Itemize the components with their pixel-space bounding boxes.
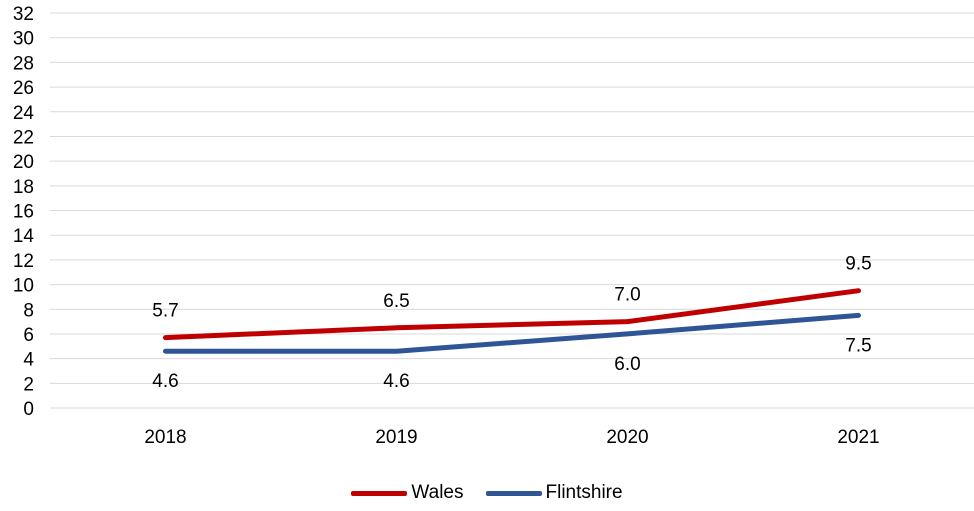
x-tick-label: 2021 — [837, 427, 879, 448]
y-tick-label: 28 — [13, 53, 34, 74]
x-tick-label: 2019 — [375, 427, 417, 448]
legend-label-wales: Wales — [411, 482, 464, 503]
y-tick-label: 32 — [13, 4, 34, 25]
y-tick-label: 22 — [13, 127, 34, 148]
y-tick-label: 24 — [13, 103, 35, 124]
y-tick-label: 16 — [13, 202, 34, 223]
y-tick-label: 30 — [13, 29, 34, 50]
data-labels: 5.7 6.5 7.0 9.5 4.6 4.6 6.0 7.5 — [152, 254, 871, 392]
y-tick-label: 20 — [13, 152, 34, 173]
data-label: 6.5 — [383, 291, 409, 312]
data-label: 4.6 — [383, 371, 409, 392]
data-label: 7.5 — [845, 335, 871, 356]
legend-item-wales: Wales — [351, 482, 464, 504]
series-line-wales — [163, 288, 861, 341]
data-label: 4.6 — [152, 371, 178, 392]
legend-swatch-flintshire — [485, 490, 542, 496]
y-tick-label: 18 — [13, 177, 34, 198]
legend-item-flintshire: Flintshire — [485, 482, 623, 504]
legend: Wales Flintshire — [0, 482, 974, 504]
gridlines — [50, 12, 974, 409]
legend-swatch-wales — [351, 490, 408, 496]
y-tick-label: 8 — [23, 300, 34, 321]
y-tick-label: 14 — [13, 226, 35, 247]
data-label: 6.0 — [614, 354, 640, 375]
x-tick-label: 2020 — [606, 427, 648, 448]
series-line-flintshire — [163, 312, 861, 354]
y-tick-label: 6 — [23, 325, 34, 346]
data-label: 5.7 — [152, 301, 178, 322]
x-tick-label: 2018 — [144, 427, 186, 448]
y-tick-label: 26 — [13, 78, 34, 99]
legend-label-flintshire: Flintshire — [545, 482, 623, 503]
x-axis-ticks: 2018 2019 2020 2021 — [144, 427, 879, 448]
data-label: 7.0 — [614, 285, 640, 306]
y-tick-label: 10 — [13, 276, 34, 297]
y-tick-label: 0 — [23, 399, 34, 420]
y-tick-label: 4 — [23, 350, 34, 371]
y-tick-label: 12 — [13, 251, 34, 272]
y-tick-label: 2 — [23, 374, 34, 395]
series-lines — [163, 288, 861, 354]
data-label: 9.5 — [845, 254, 871, 275]
